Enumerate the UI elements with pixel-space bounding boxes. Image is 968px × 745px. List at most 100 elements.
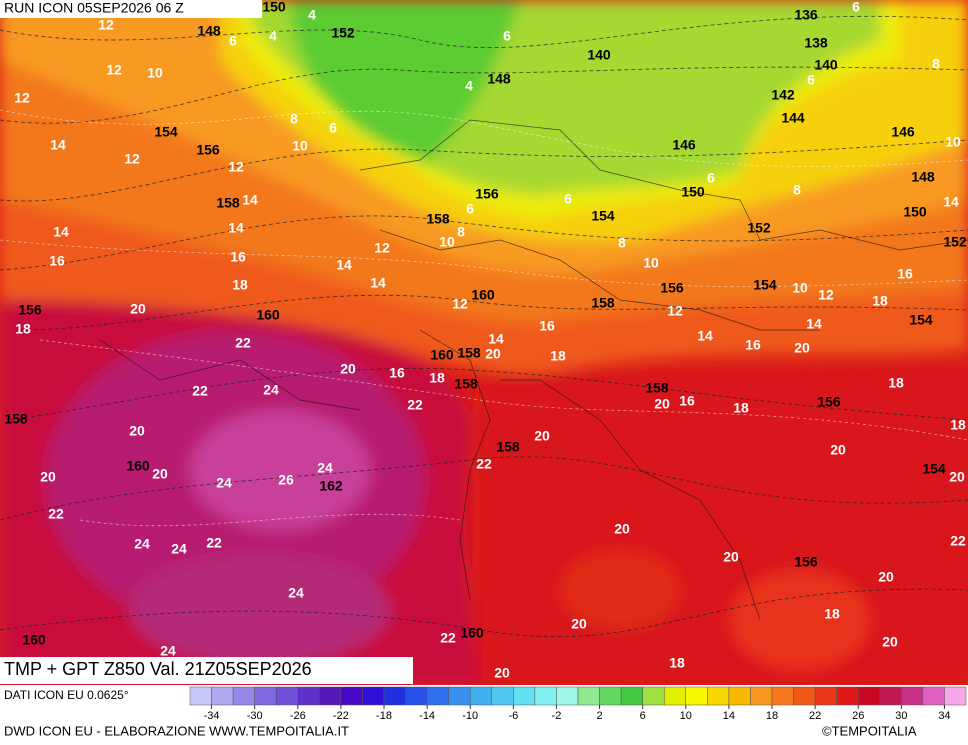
temperature-label: 8 [793,182,801,198]
temperature-label: 4 [269,28,277,44]
temperature-label: 18 [888,375,904,391]
temperature-label: 6 [564,191,572,207]
colorbar-swatch [513,686,536,706]
colorbar-swatch [685,686,708,706]
colorbar-tick-label: -18 [376,710,392,722]
labels: 1501521481361381401401481421441461461541… [4,0,967,681]
temperature-label: 12 [667,303,683,319]
temperature-label: 18 [550,348,566,364]
title-box [0,0,262,18]
data-source: DATI ICON EU 0.0625° [4,688,129,702]
geopotential-label: 158 [645,380,669,396]
temperature-label: 14 [370,275,386,291]
colorbar-swatch [189,686,212,706]
temperature-label: 24 [160,643,176,659]
geopotential-label: 146 [891,124,915,140]
geopotential-label: 160 [430,347,454,363]
temperature-label: 24 [263,382,279,398]
run-title: RUN ICON 05SEP2026 06 Z [4,0,184,16]
temperature-label: 14 [806,316,822,332]
temperature-label: 20 [571,616,587,632]
temperature-label: 14 [697,328,713,344]
temperature-label: 12 [228,159,244,175]
colorbar-swatch [491,686,514,706]
temperature-label: 18 [429,370,445,386]
colorbar-swatch [879,686,902,706]
geopotential-label: 150 [262,0,286,15]
temperature-label: 10 [439,234,455,250]
colorbar-tick-label: -22 [333,710,349,722]
colorbar-swatch [663,686,687,706]
temperature-label: 18 [232,277,248,293]
colorbar-tick-label: 30 [895,710,907,722]
geopotential-label: 156 [196,142,220,158]
temperature-label: 20 [882,634,898,650]
colorbar-swatch [448,686,471,706]
temperature-label: 14 [336,257,352,273]
temperature-label: 12 [452,296,468,312]
colorbar-tick-label: 6 [640,710,646,722]
temperature-label: 22 [440,630,456,646]
temperature-label: 12 [106,62,122,78]
colorbar-swatch [362,686,385,706]
temperature-label: 8 [618,235,626,251]
geopotential-label: 154 [753,277,777,293]
colorbar-swatch [750,686,773,706]
geopotential-label: 158 [457,345,481,361]
geopotential-label: 156 [660,280,684,296]
temperature-label: 14 [228,220,244,236]
temperature-label: 20 [614,521,630,537]
temperature-label: 18 [733,400,749,416]
temperature-label: 16 [897,266,913,282]
temperature-label: 16 [539,318,555,334]
geopotential-label: 156 [817,394,841,410]
geopotential-label: 158 [426,211,450,227]
temperature-label: 22 [950,533,966,549]
temperature-label: 24 [134,536,150,552]
temperature-label: 8 [932,56,940,72]
colorbar-swatch [232,686,255,706]
geopotential-label: 148 [911,169,935,185]
geopotential-label: 160 [460,625,484,641]
temperature-label: 24 [216,475,232,491]
geopotential-label: 140 [587,47,611,63]
temperature-label: 20 [723,549,739,565]
colorbar-swatch [383,686,406,706]
temperature-label: 20 [340,361,356,377]
colorbar-tick-label: 14 [723,710,735,722]
temperature-label: 14 [242,192,258,208]
colorbar: -34 -30 -26 -22 -18 -14 -10 -6 -2 2 6 10 14 18 22 26 30 3… [189,686,967,722]
colorbar-tick-label: -26 [290,710,306,722]
temperature-label: 22 [192,383,208,399]
temperature-label: 16 [679,393,695,409]
temperature-label: 8 [290,111,298,127]
temperature-label: 6 [807,72,815,88]
temperature-label: 20 [534,428,550,444]
temperature-label: 10 [292,138,308,154]
temperature-label: 20 [830,442,846,458]
temperature-label: 20 [794,340,810,356]
temperature-label: 6 [329,120,337,136]
temperature-label: 22 [407,397,423,413]
colorbar-tick-label: -10 [462,710,478,722]
temperature-label: 14 [943,194,959,210]
colorbar-tick-label: 2 [596,710,602,722]
temperature-label: 6 [707,170,715,186]
colorbar-swatch [814,686,837,706]
temperature-label: 24 [171,541,187,557]
colorbar-tick-label: 18 [766,710,778,722]
geopotential-label: 160 [256,307,280,323]
colorbar-swatch [599,686,622,706]
colorbar-tick-label: -2 [552,710,562,722]
geopotential-label: 156 [475,186,499,202]
temperature-label: 4 [308,7,316,23]
temperature-label: 6 [503,28,511,44]
geopotential-label: 158 [454,376,478,392]
geopotential-label: 154 [909,312,933,328]
temperature-label: 24 [317,460,333,476]
colorbar-swatch [642,686,665,706]
geopotential-label: 148 [487,71,511,87]
credit: DWD ICON EU - ELABORAZIONE WWW.TEMPOITAL… [4,723,349,738]
field-title: TMP + GPT Z850 Val. 21Z05SEP2026 [4,659,312,679]
colorbar-swatch [728,686,751,706]
